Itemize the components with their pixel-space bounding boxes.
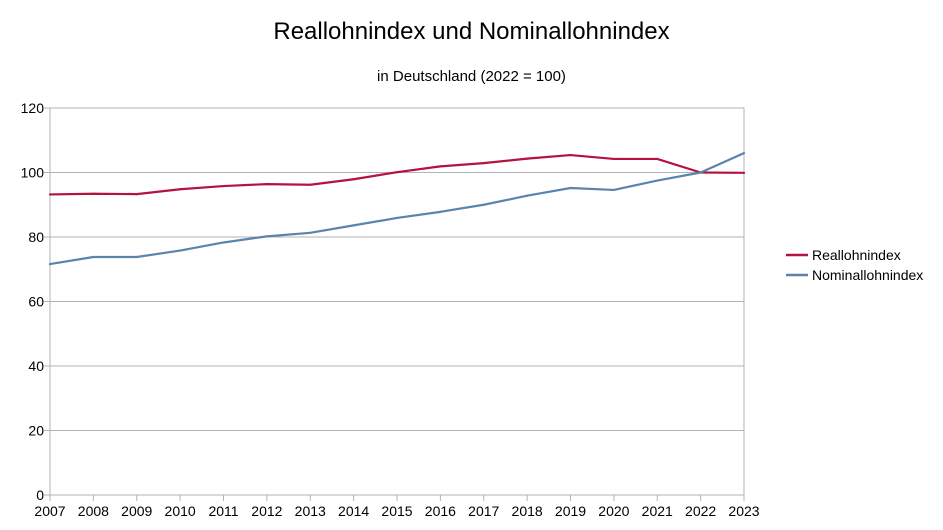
data-point <box>569 153 572 157</box>
data-point <box>92 192 95 195</box>
series-line-nominallohnindex <box>49 152 745 266</box>
data-point <box>612 157 615 161</box>
data-point <box>135 193 138 196</box>
x-axis-ticks: 2007 2008 2009 2010 2011 2012 2013 2014 2015 2016… <box>34 495 760 519</box>
data-point <box>265 183 268 186</box>
y-tick-label: 80 <box>28 229 44 245</box>
data-point <box>656 179 659 182</box>
gridlines <box>50 107 744 496</box>
data-point <box>352 178 355 181</box>
x-tick-label: 2008 <box>78 503 109 519</box>
data-point <box>699 171 702 174</box>
y-tick-label: 40 <box>28 358 44 374</box>
x-tick-label: 2019 <box>555 503 586 519</box>
data-point <box>48 262 52 266</box>
data-point <box>656 157 659 161</box>
x-tick-label: 2016 <box>425 503 456 519</box>
x-tick-label: 2011 <box>208 503 238 519</box>
data-point <box>482 162 485 165</box>
chart-title: Reallohnindex und Nominallohnindex <box>273 18 670 45</box>
data-point <box>135 255 138 259</box>
y-tick-label: 120 <box>21 100 45 116</box>
y-tick-label: 100 <box>21 165 45 181</box>
x-tick-label: 2018 <box>512 503 543 519</box>
y-axis-ticks: 0 20 40 60 80 100 120 <box>21 100 50 503</box>
data-point <box>395 216 399 220</box>
data-point <box>439 165 442 168</box>
data-point <box>526 194 529 197</box>
legend: Reallohnindex Nominallohnindex <box>786 247 923 283</box>
x-tick-label: 2009 <box>121 503 152 519</box>
data-point <box>48 193 52 196</box>
data-point <box>222 241 225 244</box>
legend-label: Reallohnindex <box>812 247 901 263</box>
data-point <box>179 188 182 191</box>
x-tick-label: 2017 <box>468 503 499 519</box>
data-point <box>439 210 442 213</box>
y-tick-label: 60 <box>28 294 44 310</box>
data-point <box>742 152 746 155</box>
data-point <box>742 171 746 174</box>
series-lines <box>48 152 746 266</box>
x-tick-label: 2010 <box>165 503 196 519</box>
data-point <box>265 235 268 238</box>
x-tick-label: 2007 <box>34 503 65 519</box>
x-tick-label: 2023 <box>728 503 759 519</box>
x-tick-label: 2021 <box>642 503 673 519</box>
data-point <box>179 249 182 252</box>
data-point <box>612 188 615 192</box>
legend-label: Nominallohnindex <box>812 267 923 283</box>
data-point <box>352 224 355 227</box>
x-tick-label: 2013 <box>295 503 326 519</box>
data-point <box>309 231 312 234</box>
data-point <box>92 255 95 259</box>
x-tick-label: 2014 <box>338 503 369 519</box>
series-line-reallohnindex <box>49 153 745 196</box>
x-tick-label: 2015 <box>381 503 412 519</box>
data-point <box>482 203 485 206</box>
chart-subtitle: in Deutschland (2022 = 100) <box>377 68 566 85</box>
y-tick-label: 20 <box>28 423 44 439</box>
x-tick-label: 2020 <box>598 503 629 519</box>
data-point <box>526 157 529 160</box>
data-point <box>222 184 225 188</box>
y-tick-label: 0 <box>36 487 44 503</box>
data-point <box>395 171 399 174</box>
data-point <box>309 183 312 186</box>
x-tick-label: 2022 <box>685 503 716 519</box>
data-point <box>569 186 572 190</box>
x-tick-label: 2012 <box>251 503 282 519</box>
